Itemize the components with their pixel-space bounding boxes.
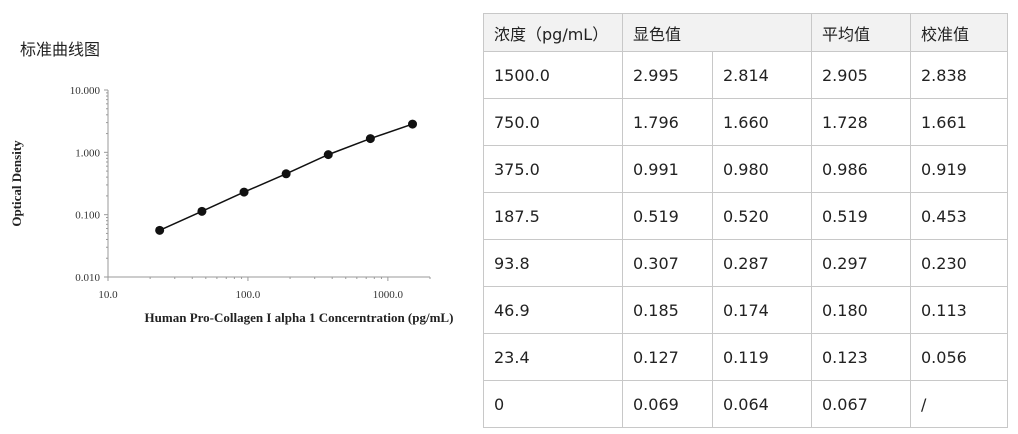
header-concentration: 浓度（pg/mL） — [483, 13, 623, 52]
y-axis-label: Optical Density — [9, 140, 24, 227]
cell-od-2: 0.980 — [712, 145, 812, 193]
cell-calibrated: 2.838 — [910, 51, 1008, 99]
cell-concentration: 46.9 — [483, 286, 623, 334]
cell-average: 0.180 — [811, 286, 911, 334]
data-point — [323, 150, 333, 160]
cell-average: 0.067 — [811, 380, 911, 428]
chart-title: 标准曲线图 — [20, 40, 101, 59]
cell-calibrated: 0.230 — [910, 239, 1008, 287]
header-od-value: 显色值 — [622, 13, 812, 52]
cell-calibrated: 0.056 — [910, 333, 1008, 381]
x-axis-label: Human Pro-Collagen I alpha 1 Concerntrat… — [145, 310, 454, 325]
cell-concentration: 1500.0 — [483, 51, 623, 99]
x-tick-label: 100.0 — [236, 289, 261, 301]
table-row: 187.5 0.519 0.520 0.519 0.453 — [483, 192, 1008, 240]
y-tick-label: 1.000 — [75, 147, 100, 159]
table-row: 46.9 0.185 0.174 0.180 0.113 — [483, 286, 1008, 334]
x-tick-label: 10.0 — [98, 289, 118, 301]
cell-od-2: 0.287 — [712, 239, 812, 287]
table-row: 93.8 0.307 0.287 0.297 0.230 — [483, 239, 1008, 287]
data-point — [365, 134, 375, 144]
table-row: 375.0 0.991 0.980 0.986 0.919 — [483, 145, 1008, 193]
header-calibrated: 校准值 — [910, 13, 1008, 52]
cell-od-1: 0.127 — [622, 333, 713, 381]
cell-average: 0.297 — [811, 239, 911, 287]
cell-calibrated: 0.453 — [910, 192, 1008, 240]
standard-curve-chart: 10.000 1.000 0.100 0.010 10.0 100.0 1000.0 Huma… — [9, 85, 454, 325]
cell-od-2: 1.660 — [712, 98, 812, 146]
cell-od-1: 0.307 — [622, 239, 713, 287]
data-point — [239, 187, 249, 197]
cell-od-1: 0.991 — [622, 145, 713, 193]
cell-calibrated: / — [910, 380, 1008, 428]
cell-concentration: 750.0 — [483, 98, 623, 146]
y-tick-label: 10.000 — [70, 85, 101, 97]
cell-od-2: 2.814 — [712, 51, 812, 99]
cell-average: 1.728 — [811, 98, 911, 146]
cell-od-2: 0.520 — [712, 192, 812, 240]
cell-od-1: 0.069 — [622, 380, 713, 428]
cell-od-1: 0.185 — [622, 286, 713, 334]
cell-concentration: 187.5 — [483, 192, 623, 240]
cell-calibrated: 0.919 — [910, 145, 1008, 193]
data-point — [155, 225, 165, 235]
cell-average: 0.519 — [811, 192, 911, 240]
data-point — [281, 169, 291, 179]
header-average: 平均值 — [811, 13, 911, 52]
cell-average: 0.986 — [811, 145, 911, 193]
cell-od-1: 1.796 — [622, 98, 713, 146]
cell-od-1: 0.519 — [622, 192, 713, 240]
cell-od-1: 2.995 — [622, 51, 713, 99]
table-row: 23.4 0.127 0.119 0.123 0.056 — [483, 333, 1008, 381]
cell-concentration: 23.4 — [483, 333, 623, 381]
y-tick-label: 0.100 — [75, 210, 100, 222]
x-tick-label: 1000.0 — [373, 289, 404, 301]
cell-concentration: 93.8 — [483, 239, 623, 287]
cell-average: 0.123 — [811, 333, 911, 381]
table-row: 0 0.069 0.064 0.067/ — [483, 380, 1008, 428]
y-tick-label: 0.010 — [75, 272, 100, 284]
cell-concentration: 375.0 — [483, 145, 623, 193]
cell-od-2: 0.174 — [712, 286, 812, 334]
cell-concentration: 0 — [483, 380, 623, 428]
cell-od-2: 0.119 — [712, 333, 812, 381]
cell-calibrated: 0.113 — [910, 286, 1008, 334]
table-row: 750.0 1.796 1.660 1.728 1.661 — [483, 98, 1008, 146]
cell-calibrated: 1.661 — [910, 98, 1008, 146]
cell-od-2: 0.064 — [712, 380, 812, 428]
data-point — [408, 119, 418, 129]
cell-average: 2.905 — [811, 51, 911, 99]
table-header-row: 浓度（pg/mL） 显色值 平均值 校准值 — [483, 13, 1008, 52]
data-point — [197, 206, 207, 216]
data-table: 浓度（pg/mL） 显色值 平均值 校准值 1500.0 2.995 2.814 2.… — [483, 13, 1008, 428]
table-row: 1500.0 2.995 2.814 2.905 2.838 — [483, 51, 1008, 99]
